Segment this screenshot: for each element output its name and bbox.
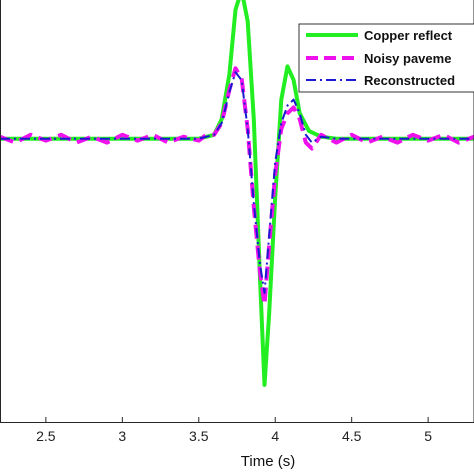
plot-lines xyxy=(0,0,474,387)
series-line-reconstructed xyxy=(0,71,474,294)
series-line-noisy-paveme xyxy=(0,66,474,307)
legend-label-copper-reflect: Copper reflect xyxy=(364,28,453,43)
legend: Copper reflect Noisy paveme Reconstructe… xyxy=(298,23,474,93)
legend-label-reconstructed: Reconstructed xyxy=(364,73,455,88)
plot-frame xyxy=(0,0,474,423)
x-tick-label: 4.5 xyxy=(342,428,362,444)
x-tick-label: 5 xyxy=(424,428,432,444)
x-tick-label: 2.5 xyxy=(36,428,56,444)
legend-label-noisy-paveme: Noisy paveme xyxy=(364,51,451,66)
x-axis-title: Time (s) xyxy=(241,453,295,470)
x-axis-ticks: 2.5 3 3.5 4 4.5 5 xyxy=(36,417,432,444)
x-tick-label: 4 xyxy=(271,428,279,444)
x-tick-label: 3.5 xyxy=(189,428,209,444)
x-tick-label: 3 xyxy=(118,428,126,444)
